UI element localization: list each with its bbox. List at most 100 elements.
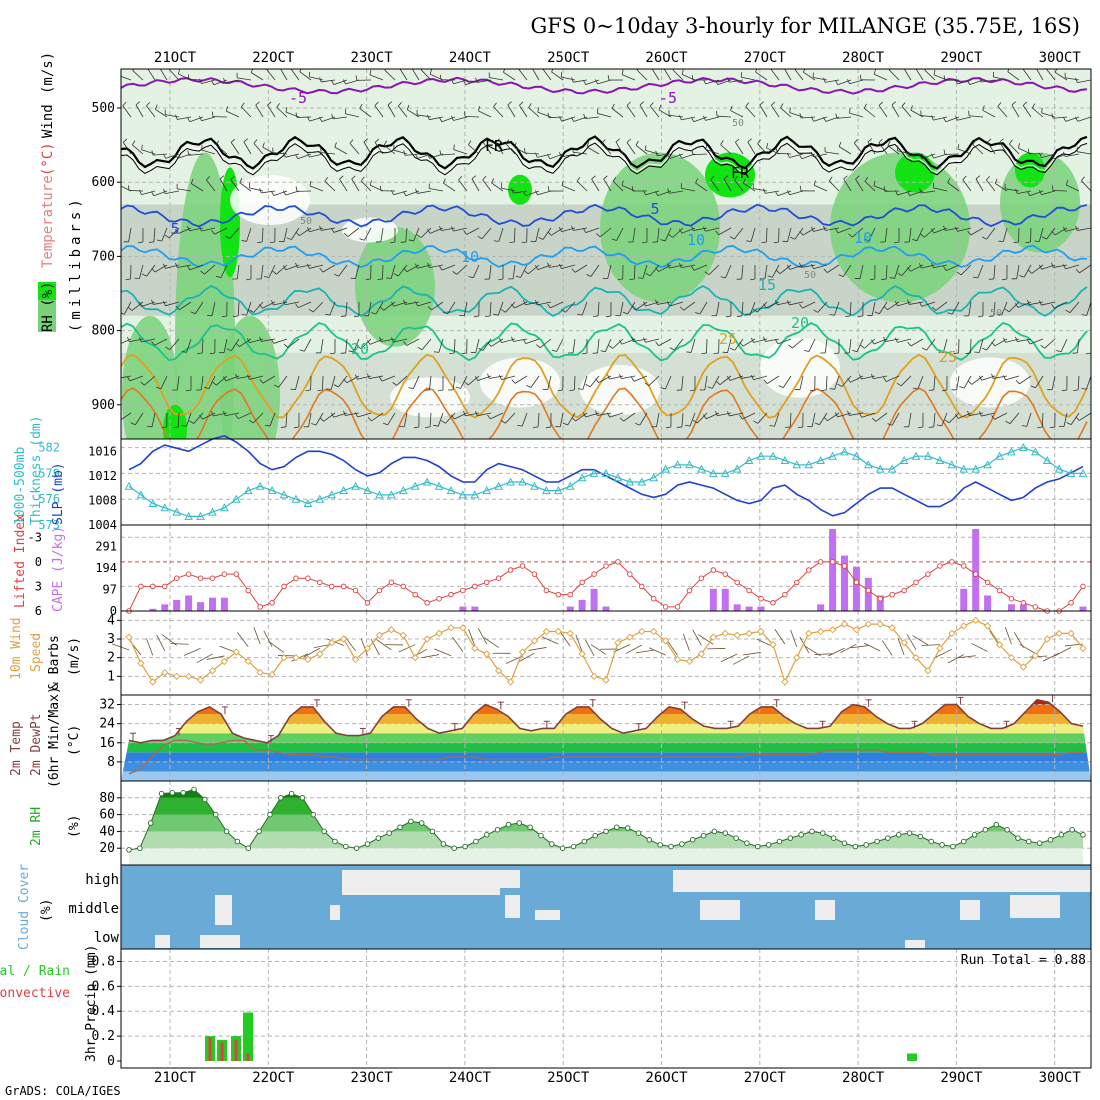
lifted-marker: [650, 595, 657, 602]
run-total: Run Total = 0.88: [961, 953, 1086, 968]
wind-barb: [873, 375, 888, 380]
thickness-marker: [124, 481, 134, 490]
cloud-gap: [905, 940, 925, 948]
wind10-marker: [161, 668, 169, 677]
wind-barb-flag: [190, 178, 194, 184]
wind-barb-flag: [705, 144, 708, 150]
rh2m-marker: [397, 824, 403, 830]
wind-barb: [374, 142, 384, 155]
wind-barb-flag: [547, 262, 550, 268]
wind-barb: [561, 76, 576, 81]
wind-barb: [518, 69, 528, 81]
wind-barb: [757, 143, 768, 155]
rh2m-marker: [993, 821, 1000, 828]
wind-barb-flag: [835, 412, 838, 418]
wind-barb-flag: [121, 312, 125, 315]
wind10-barb: [434, 648, 452, 657]
cape-bar: [972, 528, 980, 611]
wind-barb-flag: [681, 69, 684, 75]
wind-barb-flag: [685, 424, 691, 427]
wind-barb: [887, 301, 900, 311]
wind-barb-flag: [703, 79, 706, 85]
thickness-tick-label: 576: [38, 492, 60, 506]
wind-barb: [591, 178, 600, 192]
wind-barb-flag: [881, 278, 887, 280]
wind-barb: [705, 227, 720, 232]
wind-barb-flag: [241, 240, 247, 242]
lifted-marker: [603, 563, 609, 569]
wind-barb: [574, 264, 588, 273]
wind-barb-flag: [257, 241, 263, 243]
wind-barb-flag: [262, 142, 265, 148]
wind-barb-flag: [307, 116, 310, 122]
wind10-marker: [793, 654, 801, 662]
temp2m-label-4: (°C): [67, 725, 82, 756]
wind-barb-flag: [343, 410, 346, 416]
chart-title: GFS 0~10day 3-hourly for MILANGE (35.75E…: [530, 14, 1080, 38]
wind10-marker: [351, 655, 360, 664]
wind-barb-flag: [869, 278, 875, 281]
wind-barb: [658, 109, 672, 118]
cape-bar: [852, 566, 860, 611]
wind-barb-flag: [943, 117, 947, 122]
wind-barb: [165, 153, 180, 159]
wind-barb-flag: [521, 241, 527, 244]
wind-barb-flag: [309, 180, 312, 186]
wind-barb-flag: [641, 241, 648, 244]
cape-bar: [161, 604, 169, 611]
wind-barb-flag: [1027, 148, 1030, 154]
cape-bar: [578, 599, 586, 611]
wind10-label-2: Speed: [29, 633, 44, 672]
wind-barb-flag: [403, 299, 406, 305]
wind-barb: [649, 105, 660, 118]
wind-barb-flag: [1051, 304, 1055, 309]
wind-barb: [765, 338, 780, 342]
wind-barb: [657, 227, 660, 242]
wind-barb: [214, 227, 228, 235]
wind10-barb: [840, 643, 857, 653]
wind-barb: [201, 338, 204, 354]
wind-barb: [498, 227, 504, 242]
wind-barb-flag: [295, 186, 298, 192]
wind-barb-flag: [965, 352, 971, 355]
lifted-marker: [484, 579, 490, 586]
wind-barb-flag: [535, 300, 538, 305]
wind-barb-flag: [307, 263, 310, 269]
wind-barb: [460, 375, 468, 389]
wind-barb-flag: [809, 389, 815, 392]
wind-barb-flag: [545, 426, 551, 429]
wind-barb-flag: [1086, 352, 1091, 355]
wind-barb-flag: [359, 103, 363, 109]
wind-barb: [837, 227, 852, 234]
rh2m-marker: [809, 828, 815, 835]
wind-barb: [468, 144, 480, 155]
wind-barb-flag: [230, 138, 236, 143]
wind-barb-flag: [790, 236, 795, 240]
wind-barb-flag: [391, 190, 394, 195]
wind-barb: [491, 182, 504, 192]
wind-barb-flag: [308, 308, 314, 313]
wind-barb: [453, 149, 468, 155]
wind-barb-flag: [439, 74, 442, 80]
wind10-barb: [720, 653, 738, 663]
wind-barb: [299, 71, 312, 81]
wind-barb-flag: [848, 233, 853, 238]
wind-barb-flag: [571, 77, 574, 83]
wind-barb-flag: [452, 271, 457, 275]
wind-barb-flag: [605, 315, 611, 318]
slp-series: [124, 435, 1088, 520]
lifted-marker: [1068, 600, 1074, 606]
wind-barb-flag: [943, 149, 946, 155]
wind-barb: [855, 178, 864, 192]
wind-barb: [633, 375, 648, 382]
wind-barb: [619, 301, 624, 316]
wind-barb: [626, 142, 636, 155]
wind-barb: [897, 190, 912, 196]
wind-barb: [875, 412, 888, 422]
bottom-date-axis: 21OCT 22OCT 23OCT 24OCT 25OCT 26OCT 27OCT 28OCT…: [154, 1070, 1081, 1086]
rh2m-marker: [126, 847, 132, 853]
